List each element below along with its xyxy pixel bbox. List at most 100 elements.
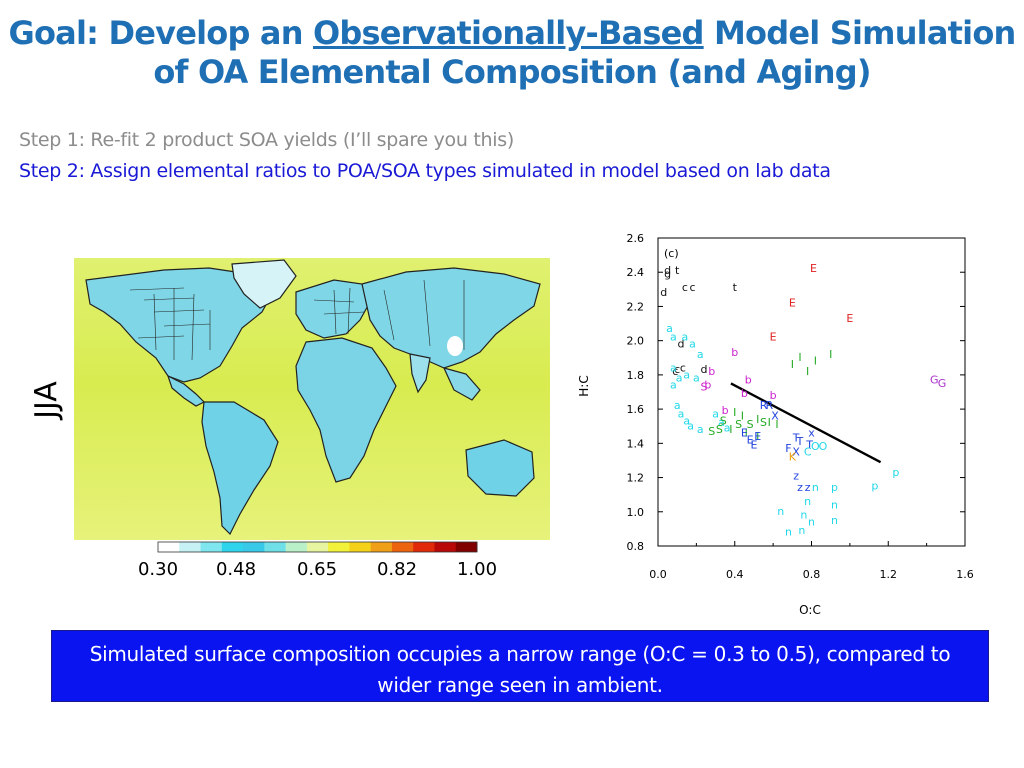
- colorbar-segment: [285, 542, 308, 552]
- colorbar-segment: [370, 542, 393, 552]
- x-tick-label: 1.2: [880, 568, 898, 581]
- data-point: a: [693, 372, 700, 385]
- data-point: p: [892, 466, 899, 479]
- y-tick-label: 0.8: [627, 540, 645, 553]
- y-axis-label: H:C: [578, 375, 591, 396]
- data-point: n: [798, 524, 805, 537]
- data-point: a: [670, 361, 677, 374]
- x-axis-ticks: 0.0 0.4 0.8 1.2 1.6: [649, 541, 974, 581]
- data-point: c: [672, 365, 678, 378]
- map-figure: JJA 0.30 0.48 0.65: [29, 258, 550, 580]
- title-line-2: of OA Elemental Composition (and Aging): [153, 53, 871, 91]
- data-point: I: [775, 418, 778, 431]
- colorbar-segment: [200, 542, 223, 552]
- colorbar-tick-label: 1.00: [457, 559, 497, 580]
- data-point: z: [793, 469, 799, 482]
- colorbar-tick-label: 0.48: [216, 559, 256, 580]
- data-point: S: [701, 380, 708, 393]
- data-point: n: [800, 509, 807, 522]
- data-point: a: [689, 338, 696, 351]
- colorbar-segment: [264, 542, 287, 552]
- data-point: a: [697, 423, 704, 436]
- data-point: b: [722, 404, 729, 417]
- title-prefix: Goal: Develop an: [8, 14, 314, 52]
- data-point: I: [829, 348, 832, 361]
- data-point: c: [680, 361, 686, 374]
- data-point: I: [798, 351, 801, 364]
- china-hotspot: [447, 336, 463, 356]
- country-borders: [313, 279, 465, 350]
- step-2-text: Step 2: Assign elemental ratios to POA/S…: [19, 160, 831, 182]
- van-krevelen-scatter-plot: 0.8 1.0 1.2 1.4 1.6 1.8 2.0 2.2 2.4 2.6 0.0 0.4 0.8…: [577, 232, 974, 617]
- slide-title: Goal: Develop an Observationally-Based M…: [0, 14, 1024, 92]
- data-point: I: [745, 426, 748, 439]
- data-point: X: [792, 445, 800, 458]
- y-tick-label: 1.6: [627, 403, 645, 416]
- data-point: E: [747, 433, 754, 446]
- colorbar-segment: [328, 542, 350, 552]
- y-tick-label: 2.4: [627, 266, 645, 279]
- india-landmass: [409, 353, 431, 394]
- x-tick-label: 0.4: [726, 568, 744, 581]
- data-point: n: [785, 526, 792, 539]
- x-axis-label: O:C: [799, 603, 821, 617]
- colorbar-segment: [349, 542, 372, 552]
- data-point: I: [791, 358, 794, 371]
- data-point: I: [729, 423, 732, 436]
- data-point: E: [789, 296, 796, 309]
- data-point: t: [733, 281, 738, 294]
- africa-landmass: [295, 337, 397, 483]
- data-point: E: [770, 331, 777, 344]
- x-tick-label: 0.0: [649, 568, 667, 581]
- conclusion-box: Simulated surface composition occupies a…: [51, 630, 989, 702]
- southeast-asia-landmass: [442, 367, 481, 401]
- data-point: S: [735, 418, 742, 431]
- colorbar-segment: [413, 542, 435, 552]
- data-point: n: [777, 505, 784, 518]
- y-tick-label: 2.6: [627, 232, 645, 245]
- data-point: a: [718, 416, 725, 429]
- data-point: a: [666, 322, 673, 335]
- colorbar-segment: [434, 542, 457, 552]
- data-point: R: [765, 399, 773, 412]
- data-point: z: [805, 481, 811, 494]
- data-point: T: [796, 435, 804, 448]
- data-point: S: [716, 423, 723, 436]
- y-tick-label: 1.2: [627, 472, 645, 485]
- data-point: b: [741, 387, 748, 400]
- data-point: S: [760, 416, 767, 429]
- data-point: K: [789, 450, 797, 463]
- us-state-borders: [129, 287, 211, 361]
- colorbar-segment: [243, 542, 265, 552]
- data-point: a: [670, 379, 677, 392]
- colorbar-segment: [391, 542, 414, 552]
- data-point: a: [724, 421, 731, 434]
- y-tick-label: 1.0: [627, 506, 645, 519]
- data-point: b: [770, 389, 777, 402]
- central-america-landmass: [166, 374, 206, 407]
- colorbar-segment: [306, 542, 329, 552]
- data-point: a: [687, 420, 694, 433]
- asia-landmass: [361, 267, 541, 369]
- data-point: I: [768, 416, 771, 429]
- data-point: S: [747, 418, 754, 431]
- data-point: O: [819, 440, 828, 453]
- data-point: a: [683, 368, 690, 381]
- data-point: p: [831, 481, 838, 494]
- data-point: T: [805, 438, 813, 451]
- y-tick-label: 1.8: [627, 369, 645, 382]
- colorbar-outline: [157, 541, 478, 553]
- y-tick-label: 2.2: [627, 300, 645, 313]
- data-point: n: [808, 515, 815, 528]
- data-point: n: [804, 495, 811, 508]
- x-tick-label: 1.6: [956, 568, 974, 581]
- data-point: E: [741, 426, 748, 439]
- data-point: c: [690, 281, 696, 294]
- data-point: I: [733, 406, 736, 419]
- colorbar: [157, 541, 478, 553]
- data-point: n: [812, 481, 819, 494]
- title-suffix: Model Simulation: [703, 14, 1016, 52]
- colorbar-tick-label: 0.65: [297, 559, 337, 580]
- data-point: G: [930, 373, 939, 386]
